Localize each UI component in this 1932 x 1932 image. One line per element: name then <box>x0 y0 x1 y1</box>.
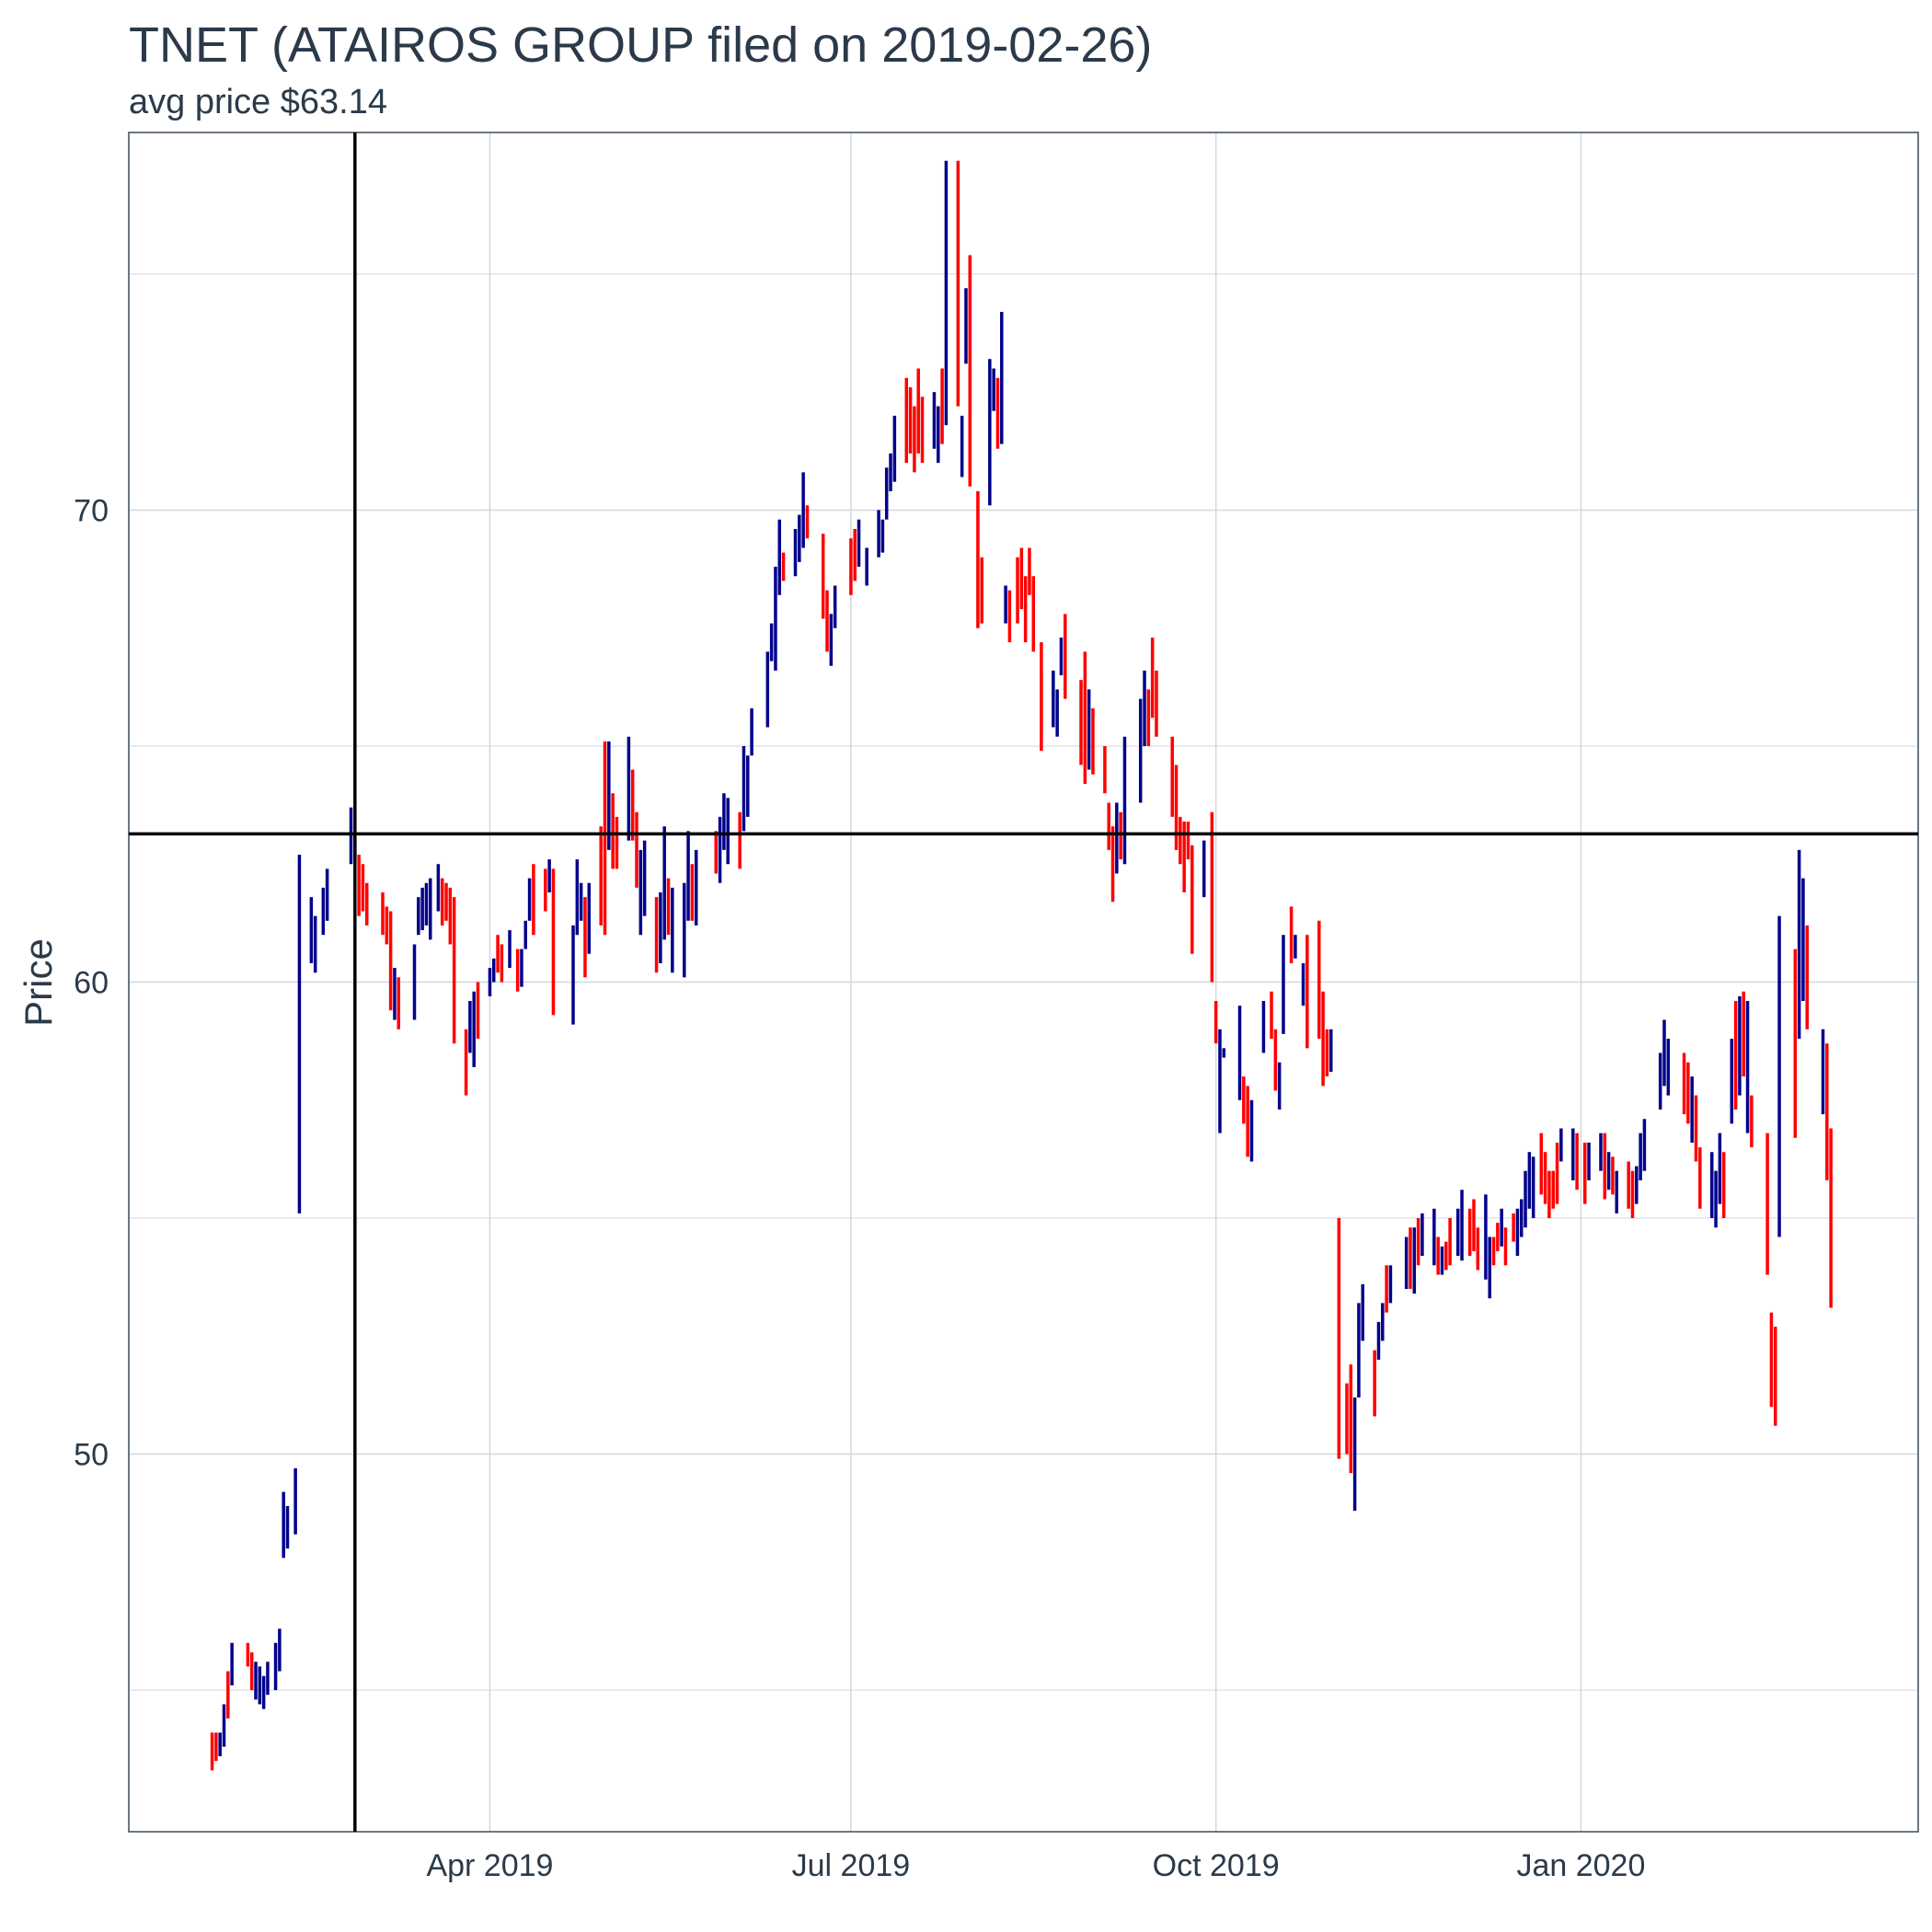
y-axis: 50 60 70 <box>74 493 109 1472</box>
y-axis-label: Price <box>17 938 60 1027</box>
x-tick-label: Jul 2019 <box>792 1848 911 1883</box>
chart-subtitle: avg price $63.14 <box>129 83 387 121</box>
reference-lines <box>129 132 1918 1832</box>
price-bars <box>210 160 1833 1771</box>
x-tick-label: Apr 2019 <box>426 1848 553 1883</box>
x-axis: Apr 2019 Jul 2019 Oct 2019 Jan 2020 <box>426 1848 1645 1883</box>
y-tick-label: 60 <box>74 966 109 1001</box>
plot-panel-border <box>128 132 1919 1833</box>
x-tick-label: Oct 2019 <box>1153 1848 1280 1883</box>
y-tick-label: 50 <box>74 1438 109 1473</box>
y-tick-label: 70 <box>74 493 109 528</box>
chart-title: TNET (ATAIROS GROUP filed on 2019-02-26) <box>129 17 1153 73</box>
x-tick-label: Jan 2020 <box>1516 1848 1645 1883</box>
